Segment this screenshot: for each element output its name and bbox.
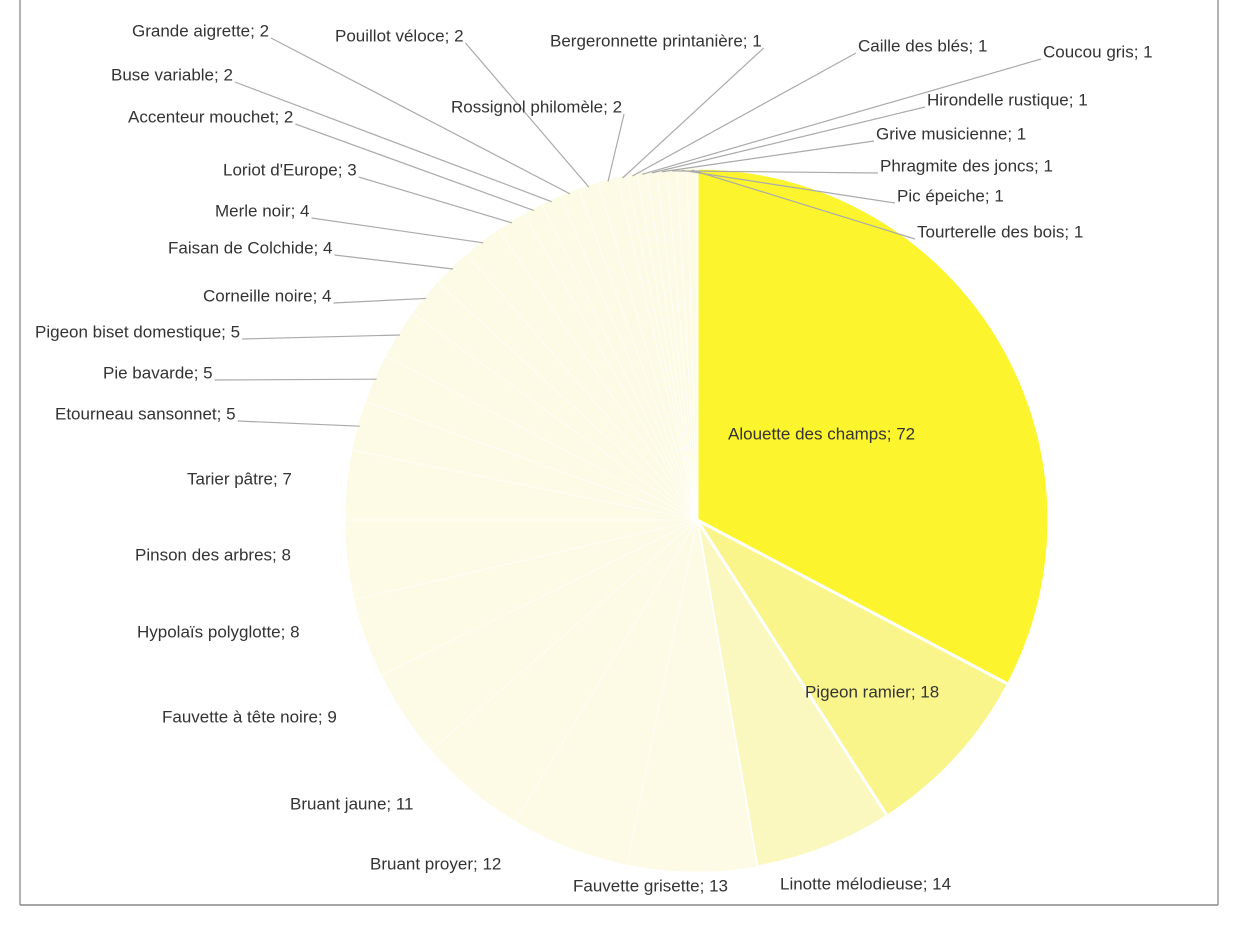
slice-label: Merle noir; 4 xyxy=(215,201,309,220)
leader-line xyxy=(691,169,916,240)
slice-label: Caille des blés; 1 xyxy=(858,36,987,55)
slice-label: Accenteur mouchet; 2 xyxy=(128,107,293,126)
slice-label: Pic épeiche; 1 xyxy=(897,186,1004,205)
slice-label: Bruant jaune; 11 xyxy=(290,794,414,813)
slice-label: Tourterelle des bois; 1 xyxy=(917,222,1083,241)
slice-label: Bergeronnette printanière; 1 xyxy=(550,31,762,50)
slice-label: Linotte mélodieuse; 14 xyxy=(780,874,951,893)
leader-line xyxy=(672,170,879,174)
leader-line xyxy=(652,106,926,174)
slice-label: Grande aigrette; 2 xyxy=(132,21,269,40)
leader-line xyxy=(242,334,400,340)
slice-label: Pie bavarde; 5 xyxy=(103,363,213,382)
leader-line xyxy=(622,47,765,179)
leader-line xyxy=(237,420,360,427)
slice-label: Alouette des champs; 72 xyxy=(728,424,915,443)
slice-label: Rossignol philomèle; 2 xyxy=(451,97,622,116)
pie-slice xyxy=(695,519,890,869)
leader-line xyxy=(642,58,1042,175)
leader-line xyxy=(295,123,534,212)
leader-line xyxy=(311,217,484,244)
slice-label: Pigeon biset domestique; 5 xyxy=(35,322,240,341)
leader-line xyxy=(214,378,377,381)
slice-label: Tarier pâtre; 7 xyxy=(187,469,292,488)
leader-line xyxy=(234,81,552,203)
slice-label: Hirondelle rustique; 1 xyxy=(927,90,1088,109)
slice-label: Hypolaïs polyglotte; 8 xyxy=(137,622,300,641)
leader-line xyxy=(270,37,571,195)
slice-label: Pouillot véloce; 2 xyxy=(335,26,464,45)
leader-line xyxy=(333,297,427,304)
pie-slice xyxy=(695,166,1051,687)
slice-label: Corneille noire; 4 xyxy=(203,286,332,305)
slice-label: Bruant proyer; 12 xyxy=(370,854,501,873)
slice-label: Grive musicienne; 1 xyxy=(876,124,1026,143)
slice-label: Pinson des arbres; 8 xyxy=(135,545,291,564)
leader-line xyxy=(334,254,454,270)
leader-line xyxy=(358,176,513,224)
leader-line xyxy=(607,113,625,182)
leader-line xyxy=(632,52,857,177)
slice-label: Loriot d'Europe; 3 xyxy=(223,160,357,179)
slice-label: Pigeon ramier; 18 xyxy=(805,682,939,701)
leader-line xyxy=(661,140,875,173)
slice-label: Fauvette à tête noire; 9 xyxy=(162,707,337,726)
slice-label: Fauvette grisette; 13 xyxy=(573,876,728,895)
slice-label: Coucou gris; 1 xyxy=(1043,42,1153,61)
pie-slice xyxy=(692,516,1011,819)
pie-slice xyxy=(626,519,758,873)
leader-line xyxy=(681,169,896,204)
leader-line xyxy=(465,42,590,188)
slice-label: Buse variable; 2 xyxy=(111,65,233,84)
slice-label: Etourneau sansonnet; 5 xyxy=(55,404,236,423)
slice-label: Phragmite des joncs; 1 xyxy=(880,156,1053,175)
slice-label: Faisan de Colchide; 4 xyxy=(168,238,332,257)
